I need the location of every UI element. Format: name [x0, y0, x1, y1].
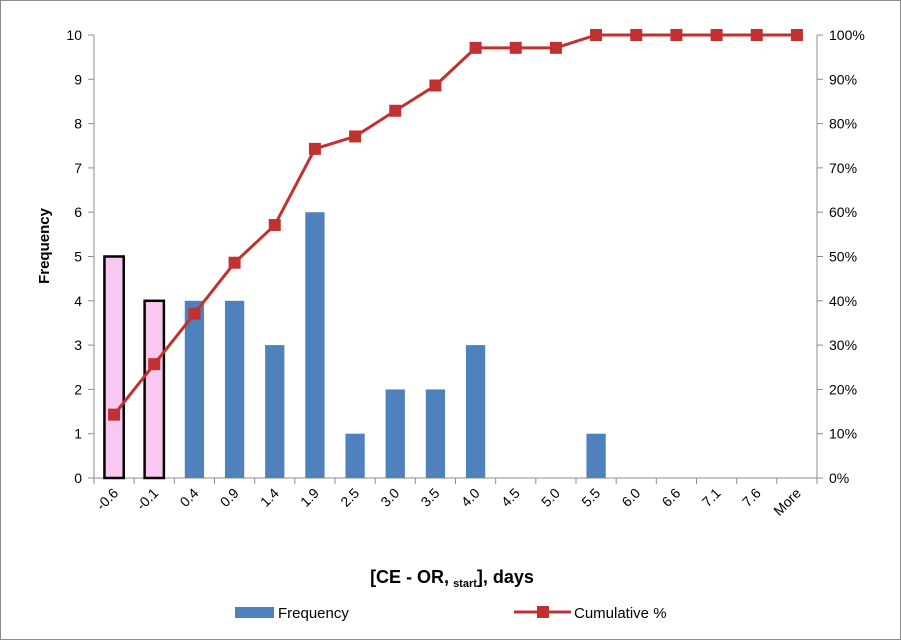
cumulative-marker	[228, 256, 241, 269]
y-tick-label: 1	[74, 426, 82, 442]
legend-cumulative-marker	[537, 606, 549, 618]
frequency-bar-highlighted	[103, 255, 125, 480]
y-tick-label: 7	[74, 160, 82, 176]
cumulative-marker	[308, 142, 321, 155]
frequency-bar	[385, 389, 405, 478]
y-tick-label: 10	[66, 27, 82, 43]
y2-tick-label: 10%	[829, 426, 857, 442]
x-axis-title: [CE - OR, start], days	[370, 567, 534, 590]
x-tick-label: 5.0	[538, 485, 563, 510]
y2-tick-label: 40%	[829, 293, 857, 309]
y2-tick-labels: 0% 10% 20% 30% 40% 50% 60% 70% 80% 90% 100%	[829, 27, 865, 486]
x-tick-label: 6.0	[618, 485, 643, 510]
cumulative-marker	[710, 29, 723, 41]
x-tick-label: 5.5	[578, 485, 603, 510]
y-tick-label: 4	[74, 293, 82, 309]
legend: Frequency Cumulative %	[235, 605, 667, 622]
x-tick-label: -0.6	[93, 485, 122, 514]
legend-frequency-label: Frequency	[278, 605, 349, 622]
legend-frequency-swatch	[235, 607, 274, 618]
cumulative-marker	[670, 29, 683, 41]
y2-tick-label: 60%	[829, 204, 857, 220]
cumulative-marker	[268, 219, 281, 232]
cumulative-marker	[389, 104, 402, 117]
y-tick-labels: 0 1 2 3 4 5 6 7 8 9 10	[66, 27, 82, 486]
frequency-bar	[265, 345, 285, 478]
x-tick-label: 7.6	[739, 485, 764, 510]
y-tick-label: 2	[74, 381, 82, 397]
cumulative-line	[108, 29, 803, 421]
x-axis-title-subscript: start	[453, 578, 477, 590]
x-tick-label: 1.9	[297, 485, 322, 510]
frequency-bar	[305, 212, 325, 478]
frequency-bar	[425, 389, 446, 478]
x-tick-labels: -0.6 -0.1 0.4 0.9 1.4 1.9 2.5 3.0 3.5 4.0 4.5 5.0 5.…	[93, 485, 804, 519]
x-tick-label: 7.1	[699, 485, 724, 510]
frequency-bar	[345, 433, 365, 478]
x-tick-label: 0.4	[176, 485, 201, 510]
y2-tick-label: 70%	[829, 160, 857, 176]
y2-tick-label: 0%	[829, 470, 849, 486]
y-axis-title: Frequency	[36, 207, 53, 284]
cumulative-marker	[188, 307, 201, 320]
x-tick-label: More	[770, 485, 804, 519]
x-tick-label: 3.5	[417, 485, 442, 510]
y2-tick-label: 50%	[829, 249, 857, 265]
y2-tick-label: 20%	[829, 381, 857, 397]
cumulative-marker	[549, 41, 562, 54]
frequency-bar	[184, 300, 205, 478]
frequency-bars	[103, 212, 606, 480]
x-tick-label: 1.4	[257, 485, 282, 510]
cumulative-polyline	[112, 33, 797, 416]
x-tick-label: 6.6	[658, 485, 683, 510]
y-tick-label: 8	[74, 116, 82, 132]
y-tick-label: 5	[74, 249, 82, 265]
x-tick-label: 3.0	[377, 485, 402, 510]
frequency-bar-highlighted	[143, 299, 166, 480]
cumulative-marker	[108, 408, 121, 421]
legend-item-frequency: Frequency	[235, 605, 349, 622]
cumulative-marker	[469, 41, 482, 54]
cumulative-marker	[349, 130, 362, 143]
cumulative-marker	[790, 29, 803, 41]
cumulative-marker	[429, 79, 442, 92]
frequency-bar	[586, 433, 606, 478]
x-tick-label: -0.1	[133, 485, 162, 514]
y2-tick-label: 80%	[829, 116, 857, 132]
x-tick-label: 2.5	[337, 485, 362, 510]
y-tick-label: 6	[74, 204, 82, 220]
y-tick-label: 9	[74, 71, 82, 87]
x-axis-title-main: [CE - OR,	[370, 567, 449, 587]
y-tick-label: 3	[74, 337, 82, 353]
axes	[88, 34, 823, 484]
cumulative-marker	[750, 29, 763, 41]
frequency-bar	[224, 300, 245, 478]
y-tick-label: 0	[74, 470, 82, 486]
legend-item-cumulative: Cumulative %	[514, 605, 667, 622]
x-tick-label: 0.9	[217, 485, 242, 510]
cumulative-marker	[148, 358, 161, 371]
x-tick-label: 4.5	[498, 485, 523, 510]
y2-tick-label: 90%	[829, 71, 857, 87]
x-axis-title-tail: ], days	[477, 567, 534, 587]
y2-tick-label: 100%	[829, 27, 865, 43]
frequency-bar	[465, 345, 486, 478]
cumulative-marker	[630, 29, 643, 41]
y2-tick-label: 30%	[829, 337, 857, 353]
legend-cumulative-label: Cumulative %	[574, 605, 667, 622]
cumulative-marker	[509, 41, 522, 54]
cumulative-marker	[590, 29, 603, 41]
x-tick-label: 4.0	[458, 485, 483, 510]
